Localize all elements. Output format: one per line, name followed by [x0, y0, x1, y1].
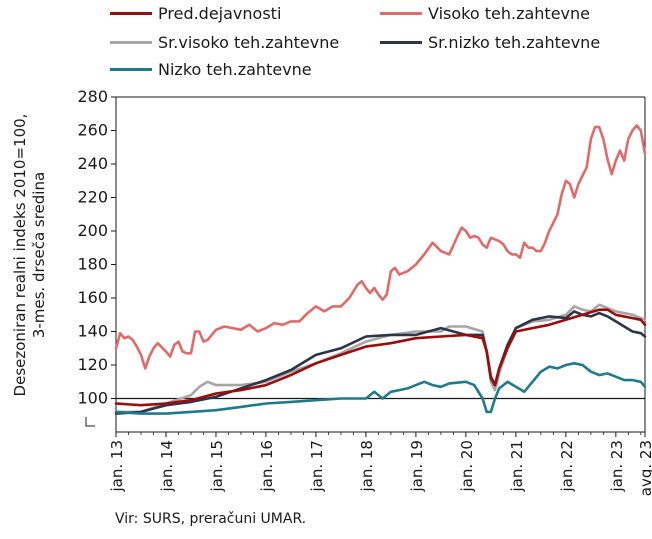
legend-item-sr-nizko-teh: Sr.nizko teh.zahtevne — [380, 33, 600, 52]
y-tick-label: 180 — [77, 255, 108, 274]
x-tick-label: jan. 22 — [558, 440, 576, 493]
legend-swatch — [380, 12, 422, 15]
x-tick-label: jan. 16 — [258, 440, 276, 493]
x-tick-label: jan. 20 — [458, 440, 476, 493]
y-tick-label: 280 — [77, 87, 108, 106]
legend-label: Sr.visoko teh.zahtevne — [158, 33, 340, 52]
x-tick-label: jan. 14 — [158, 440, 176, 493]
series-line-2 — [114, 124, 647, 370]
x-tick-label: jan. 15 — [208, 440, 226, 493]
y-tick-label: 200 — [77, 221, 108, 240]
y-tick-label: 220 — [77, 188, 108, 207]
series-line-5 — [114, 361, 647, 415]
y-tick-label: 120 — [77, 355, 108, 374]
x-tick-label: jan. 23 — [608, 440, 626, 493]
legend-swatch — [110, 68, 152, 71]
axis-break-mark — [85, 416, 95, 427]
x-tick-label: jan. 18 — [358, 440, 376, 493]
legend-swatch — [380, 41, 422, 44]
legend: Pred.dejavnosti Visoko teh.zahtevne Sr.v… — [0, 0, 652, 90]
x-tick-label: avg. 23 — [637, 440, 652, 496]
legend-item-visoko-teh: Visoko teh.zahtevne — [380, 4, 590, 23]
legend-label: Pred.dejavnosti — [158, 4, 282, 23]
x-tick-label: jan. 17 — [308, 440, 326, 493]
legend-label: Visoko teh.zahtevne — [428, 4, 590, 23]
legend-swatch — [110, 12, 152, 15]
y-tick-label: 240 — [77, 154, 108, 173]
y-tick-label: 100 — [77, 389, 108, 408]
source-note: Vir: SURS, preračuni UMAR. — [115, 511, 307, 527]
x-tick-label: jan. 21 — [508, 440, 526, 493]
legend-item-nizko-teh: Nizko teh.zahtevne — [110, 60, 312, 79]
y-tick-label: 160 — [77, 288, 108, 307]
series-line-1 — [114, 308, 647, 407]
x-tick-label: jan. 13 — [108, 440, 126, 493]
legend-item-pred-dejavnosti: Pred.dejavnosti — [110, 4, 281, 23]
legend-swatch — [110, 41, 152, 44]
y-tick-label: 140 — [77, 322, 108, 341]
legend-label: Nizko teh.zahtevne — [158, 60, 312, 79]
y-tick-label: 260 — [77, 121, 108, 140]
x-tick-label: jan. 19 — [408, 440, 426, 493]
legend-item-sr-visoko-teh: Sr.visoko teh.zahtevne — [110, 33, 339, 52]
legend-label: Sr.nizko teh.zahtevne — [428, 33, 601, 52]
